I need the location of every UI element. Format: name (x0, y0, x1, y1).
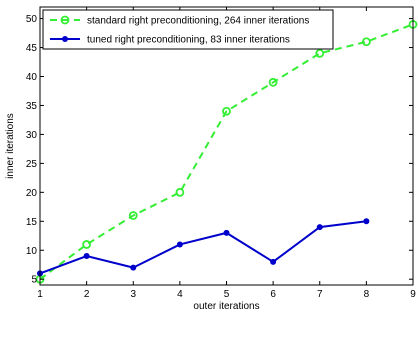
x-axis-label: outer iterations (193, 301, 259, 312)
legend: standard right preconditioning, 264 inne… (42, 9, 334, 50)
y-tick-label: 15 (26, 217, 38, 228)
series-line-0 (39, 23, 414, 281)
y-tick-label: 40 (26, 72, 38, 83)
legend-marker-tuned (62, 36, 68, 42)
legend-box (42, 9, 334, 50)
y-tick-label: 5 (31, 275, 37, 286)
legend-entry-tuned: tuned right preconditioning, 83 inner it… (50, 35, 290, 46)
y-axis-label: inner iterations (5, 113, 16, 179)
legend-entry-standard: standard right preconditioning, 264 inne… (50, 16, 309, 27)
data-point-1 (130, 264, 137, 271)
data-point-0 (222, 106, 231, 116)
y-tick-label: 10 (26, 246, 38, 257)
data-point-0 (175, 187, 185, 197)
series-line-1 (39, 220, 367, 275)
legend-label-standard: standard right preconditioning, 264 inne… (87, 16, 309, 27)
data-point-1 (176, 241, 183, 248)
data-point-0 (82, 240, 92, 249)
x-tick-label: 5 (224, 289, 230, 300)
data-point-1 (316, 224, 323, 231)
y-tick-label: 20 (26, 188, 38, 199)
data-point-0 (361, 37, 371, 47)
series-layer (35, 19, 418, 284)
data-point-0 (315, 48, 325, 58)
x-tick-label: 9 (410, 289, 416, 300)
legend-marker-standard (60, 15, 70, 25)
x-tick-label: 1 (37, 289, 43, 300)
data-point-1 (83, 253, 90, 260)
x-tick-label: 3 (130, 289, 136, 300)
x-tick-label: 7 (317, 289, 323, 300)
data-point-0 (268, 77, 278, 87)
x-tick-label: 4 (177, 289, 183, 300)
y-tick-label: 35 (26, 101, 38, 112)
y-tick-label: 50 (26, 14, 38, 25)
data-point-1 (363, 218, 370, 225)
x-tick-label: 6 (270, 289, 276, 300)
data-point-0 (128, 211, 138, 220)
y-tick-label: 45 (26, 43, 38, 54)
data-point-1 (270, 258, 277, 265)
y-tick-label: 30 (26, 130, 38, 141)
y-tick-label: 25 (26, 159, 38, 170)
x-tick-label: 2 (84, 289, 90, 300)
data-point-1 (223, 229, 230, 236)
x-tick-label: 8 (364, 289, 370, 300)
legend-label-tuned: tuned right preconditioning, 83 inner it… (87, 35, 290, 46)
